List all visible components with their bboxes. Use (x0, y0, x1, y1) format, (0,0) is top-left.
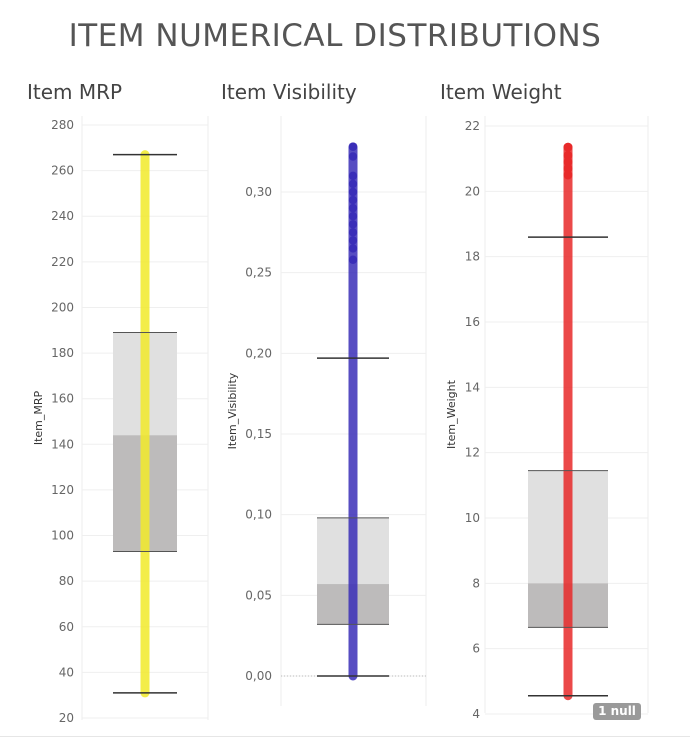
visibility-outlier-point (348, 179, 358, 189)
visibility-y-axis-label: Item_Visibility (226, 372, 239, 449)
visibility-outlier-point (348, 212, 358, 221)
bottom-divider (0, 736, 690, 737)
visibility-y-tick-label: 0,05 (245, 588, 272, 602)
visibility-outlier-point (348, 171, 358, 181)
visibility-outlier-point (348, 228, 358, 237)
visibility-outlier-point (348, 236, 358, 245)
mrp-y-tick-label: 100 (51, 529, 74, 543)
weight-y-tick-label: 10 (465, 511, 480, 525)
visibility-outlier-point (348, 255, 358, 264)
weight-y-axis-label: Item_Weight (445, 379, 458, 449)
visibility-y-tick-label: 0,20 (245, 346, 272, 360)
visibility-outlier-point (348, 142, 358, 152)
panel-title-item-mrp: Item MRP (27, 80, 123, 104)
weight-data-point (563, 170, 573, 180)
visibility-y-tick-label: 0,00 (245, 669, 272, 683)
weight-data-point (563, 163, 573, 173)
weight-y-tick-label: 20 (465, 184, 480, 198)
visibility-y-tick-label: 0,30 (245, 185, 272, 199)
mrp-y-tick-label: 220 (51, 255, 74, 269)
visibility-outlier-point (348, 203, 358, 213)
weight-data-point (563, 142, 573, 152)
visibility-y-tick-label: 0,25 (245, 266, 272, 280)
mrp-y-tick-label: 120 (51, 483, 74, 497)
weight-y-tick-label: 8 (472, 576, 480, 590)
mrp-y-tick-label: 40 (59, 665, 74, 679)
weight-y-tick-label: 6 (472, 642, 480, 656)
mrp-y-tick-label: 140 (51, 437, 74, 451)
weight-y-tick-label: 12 (465, 446, 480, 460)
weight-data-point (563, 150, 573, 160)
panel-title-item-visibility: Item Visibility (221, 80, 357, 104)
visibility-outlier-point (348, 195, 358, 205)
panel-title-item-weight: Item Weight (440, 80, 562, 104)
mrp-y-tick-label: 160 (51, 392, 74, 406)
visibility-outlier-point (348, 187, 358, 197)
page-title: ITEM NUMERICAL DISTRIBUTIONS (68, 18, 602, 54)
mrp-y-tick-label: 280 (51, 118, 74, 132)
weight-y-tick-label: 4 (472, 707, 480, 721)
visibility-y-tick-label: 0,15 (245, 427, 272, 441)
mrp-y-tick-label: 20 (59, 711, 74, 725)
mrp-y-tick-label: 240 (51, 209, 74, 223)
visibility-y-tick-label: 0,10 (245, 508, 272, 522)
mrp-y-axis-label: Item_MRP (32, 390, 45, 445)
mrp-y-tick-label: 260 (51, 164, 74, 178)
weight-y-tick-label: 18 (465, 250, 480, 264)
null-count-badge[interactable]: 1 null (593, 703, 641, 720)
weight-y-tick-label: 22 (465, 119, 480, 133)
mrp-y-tick-label: 80 (59, 574, 74, 588)
weight-y-tick-label: 14 (465, 380, 480, 394)
visibility-outlier-point (348, 152, 358, 161)
mrp-y-tick-label: 180 (51, 346, 74, 360)
weight-data-point (563, 157, 573, 167)
mrp-y-tick-label: 200 (51, 300, 74, 314)
visibility-outlier-point (348, 244, 358, 253)
visibility-outlier-point (348, 220, 358, 229)
weight-y-tick-label: 16 (465, 315, 480, 329)
mrp-y-tick-label: 60 (59, 620, 74, 634)
